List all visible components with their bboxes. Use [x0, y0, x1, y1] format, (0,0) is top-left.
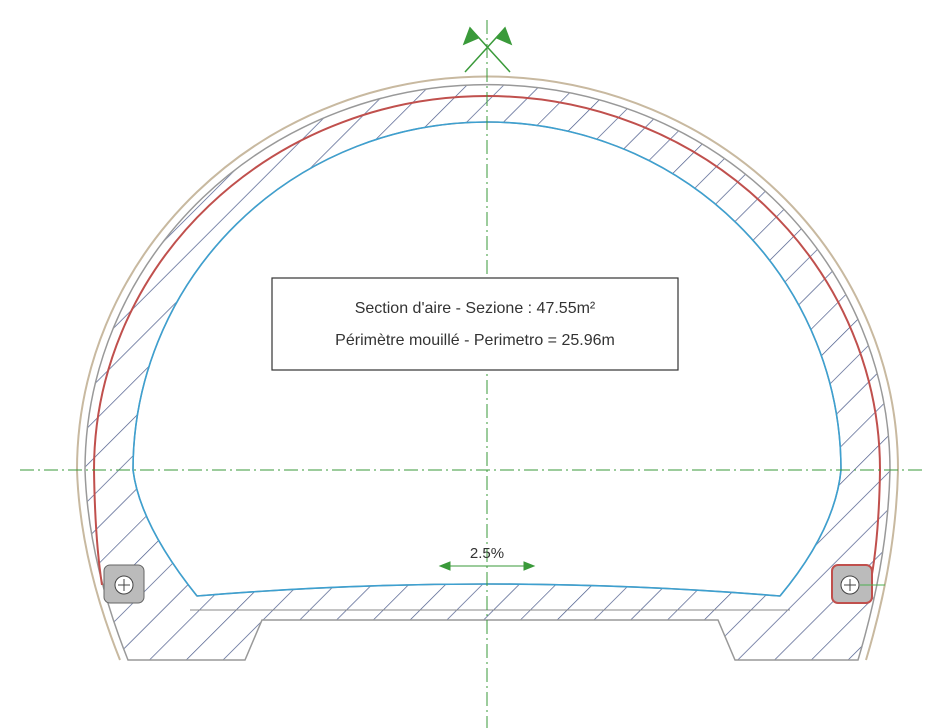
outer-edge [75, 75, 900, 661]
wet-perimeter: Périmètre mouillé - Perimetro = 25.96m [335, 332, 615, 349]
slope-arrow [438, 561, 536, 571]
slope-label: 2.5% [470, 545, 504, 562]
drain-left [103, 564, 145, 604]
axis-marker [462, 26, 513, 73]
drain-right [831, 564, 885, 604]
label-box [271, 277, 679, 371]
floor [196, 583, 781, 597]
section-area: Section d'aire - Sezione : 47.55m² [355, 300, 596, 317]
